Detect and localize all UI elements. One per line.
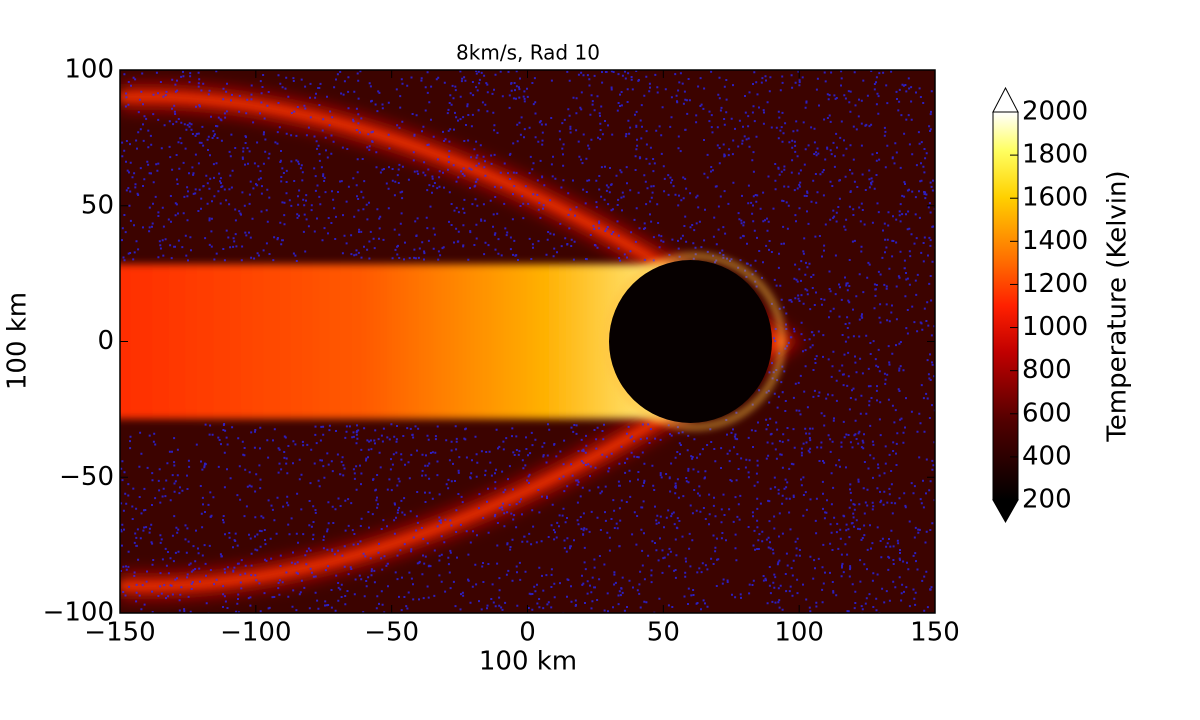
colorbar-tick-label: 800 [1022,355,1072,385]
colorbar-extend-bottom [992,499,1019,524]
y-tick-label: −100 [43,598,114,628]
x-tick-label: 50 [647,618,680,648]
particles [120,70,935,613]
x-tick-label: −50 [364,618,419,648]
colorbar-tick-label: 1800 [1022,140,1088,170]
y-axis-label: 100 km [3,292,33,390]
heat-field [120,70,935,613]
x-tick-label: −150 [84,618,155,648]
colorbar-tick-label: 400 [1022,441,1072,471]
obstacle-rim [604,253,785,430]
colorbar-tick-label: 1200 [1022,269,1088,299]
y-tick-label: −50 [59,462,114,492]
y-tick-label: 0 [97,326,114,356]
colorbar-tick-label: 600 [1022,398,1072,428]
x-axis-label: 100 km [479,647,577,677]
chart-title: 8km/s, Rad 10 [456,41,600,65]
colorbar-tick-label: 1000 [1022,312,1088,342]
x-tick-label: −100 [220,618,291,648]
colorbar-label: Temperature (Kelvin) [1103,170,1133,442]
colorbar-extend-top [992,86,1019,113]
wake [120,264,691,419]
colorbar-tick-label: 1400 [1022,226,1088,256]
x-tick-label: 100 [774,618,824,648]
y-tick-label: 50 [81,190,114,220]
y-tick-label: 100 [64,55,114,85]
obstacle [609,260,772,423]
colorbar-tick-label: 2000 [1022,97,1088,127]
colorbar-tick-label: 200 [1022,485,1072,515]
x-tick-label: 0 [519,618,536,648]
colorbar [992,111,1019,501]
x-tick-label: 150 [910,618,960,648]
colorbar-tick-label: 1600 [1022,183,1088,213]
